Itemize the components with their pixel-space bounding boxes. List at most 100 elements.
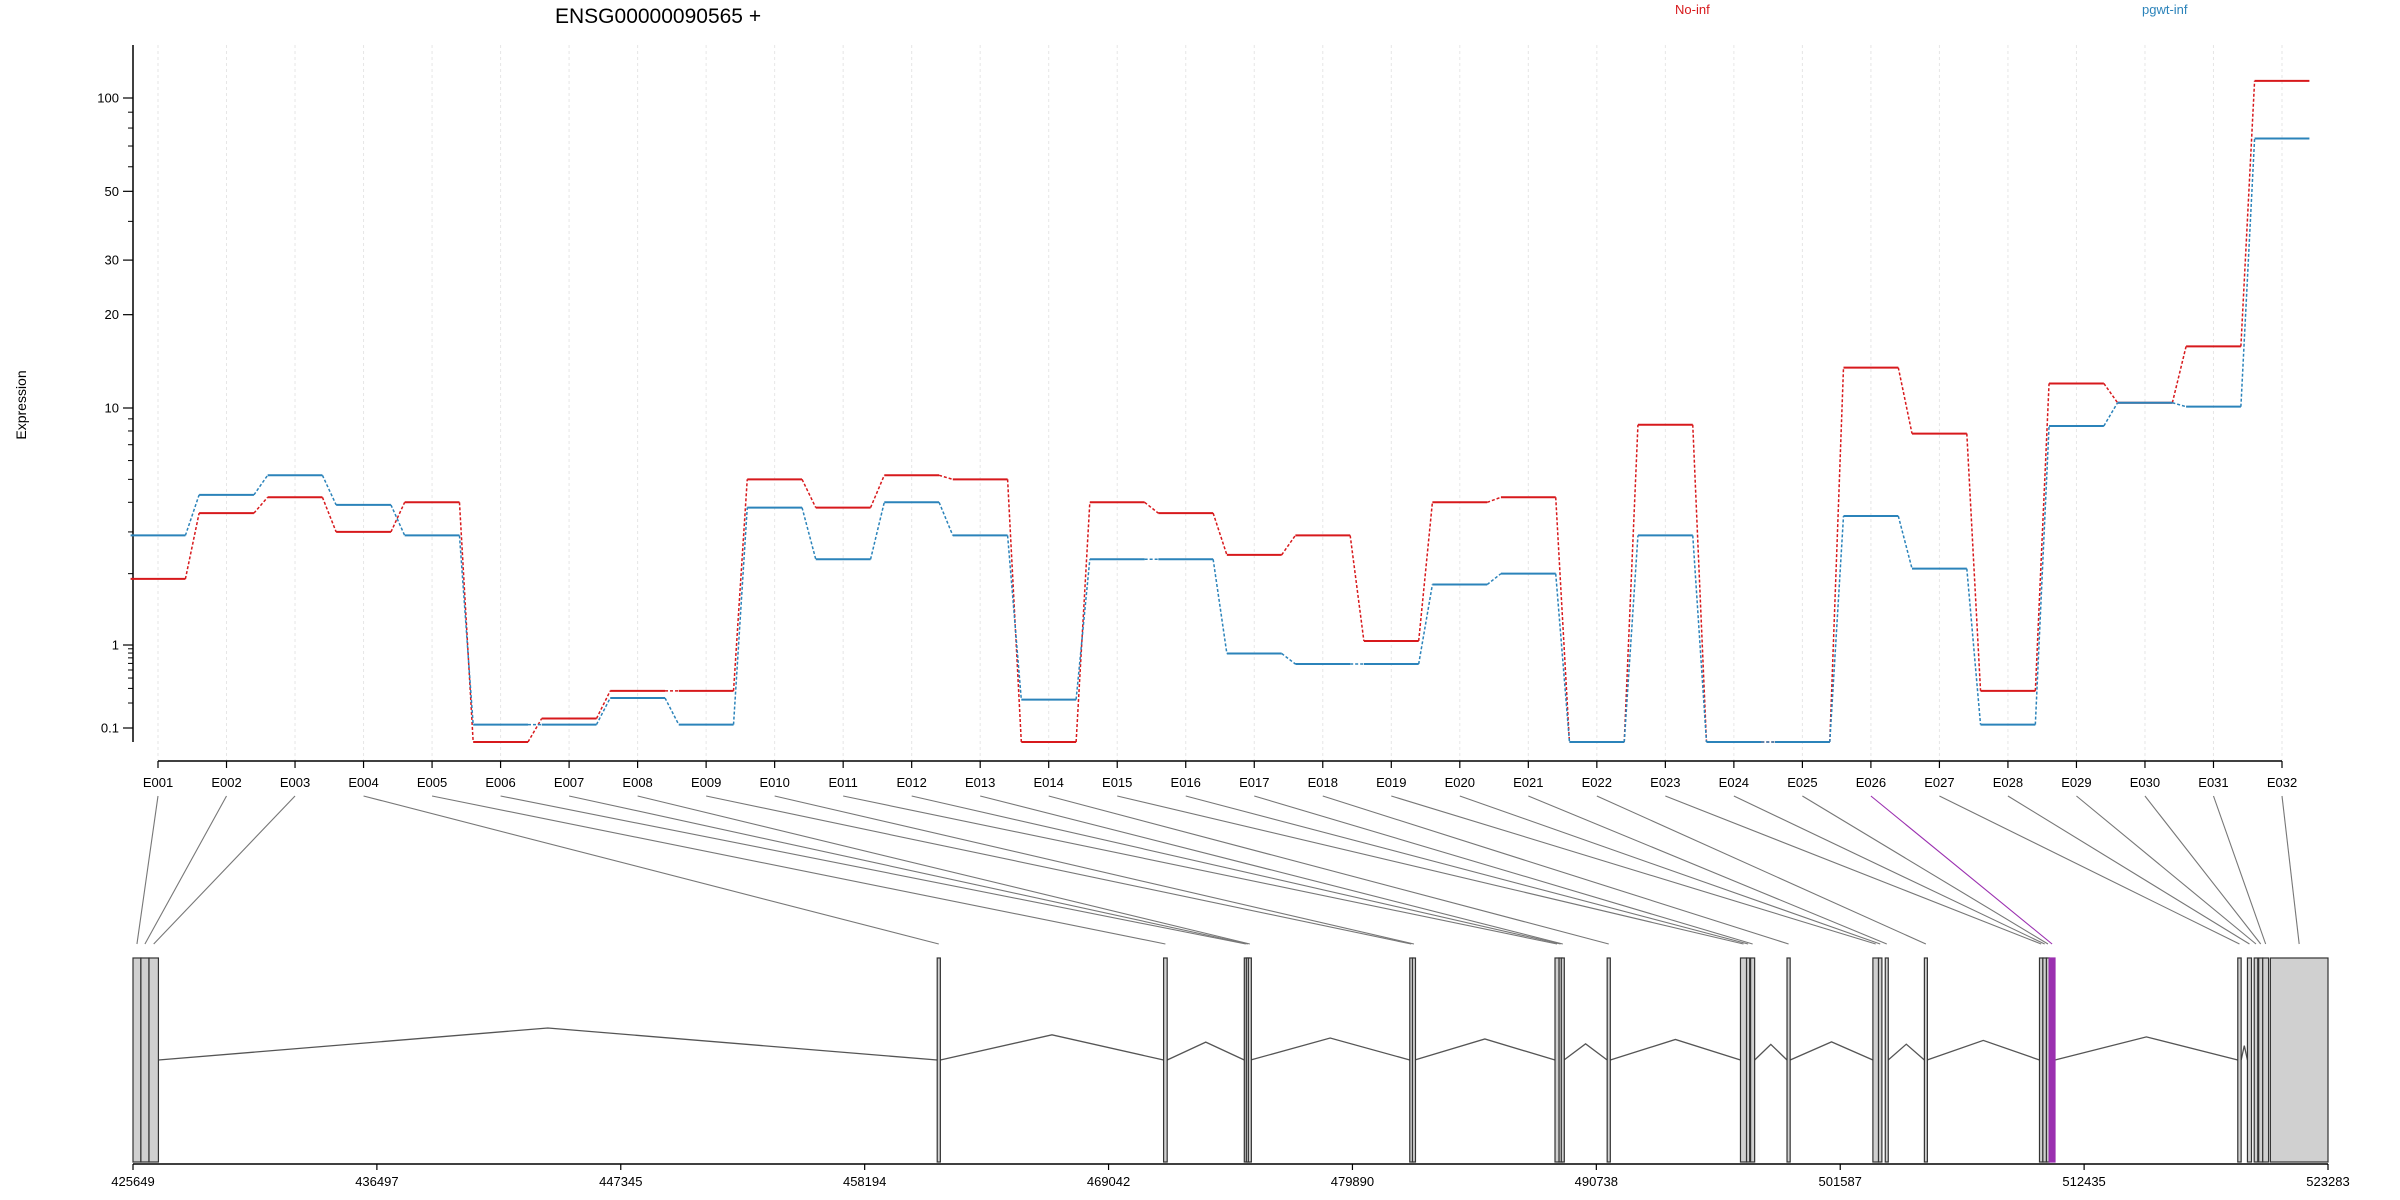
series-connector <box>732 479 748 691</box>
series-connector <box>1212 559 1228 654</box>
series-connector <box>595 690 611 719</box>
series-connector <box>1281 534 1296 556</box>
x-tick-label-e010: E010 <box>759 775 789 790</box>
y-tick-label: 30 <box>105 253 119 268</box>
x-tick-label-e017: E017 <box>1239 775 1269 790</box>
intron <box>2054 1036 2238 1061</box>
exon-box-e020 <box>1877 957 1883 1163</box>
intron <box>158 1027 938 1061</box>
y-tick-label: 1 <box>112 638 119 653</box>
series-connector <box>1349 535 1365 642</box>
connector-e022 <box>1596 795 1927 945</box>
coord-tick-label: 512435 <box>2062 1174 2105 1189</box>
y-tick-label: 50 <box>105 184 119 199</box>
exon-box-e022 <box>1923 957 1928 1163</box>
series-connector <box>1966 433 1982 691</box>
series-connector <box>253 496 269 514</box>
x-tick-label-e002: E002 <box>211 775 241 790</box>
connector-e016 <box>1185 795 1749 945</box>
series-connector <box>2240 138 2256 407</box>
x-tick-label-e005: E005 <box>417 775 447 790</box>
legend-pgwt-inf: pgwt-inf <box>2142 2 2188 17</box>
x-tick-label-e006: E006 <box>485 775 515 790</box>
x-tick-label-e019: E019 <box>1376 775 1406 790</box>
series-connector <box>390 501 406 533</box>
series-connector <box>1623 535 1639 743</box>
y-tick-label: 20 <box>105 307 119 322</box>
exon-box-e027 <box>2237 957 2242 1163</box>
connector-e030 <box>2144 795 2262 945</box>
series-connector <box>1212 512 1228 556</box>
x-axis: E001 E002 E003 E004 E005 E006 E007 E008 E009 E010… <box>143 760 2297 790</box>
genomic-coordinate-axis: 425649 436497 447345 458194 469042 479890 4907… <box>111 1163 2350 1189</box>
connector-e010 <box>774 795 1415 945</box>
x-tick-label-e014: E014 <box>1034 775 1064 790</box>
x-tick-label-e025: E025 <box>1787 775 1817 790</box>
series-connector <box>1829 367 1845 743</box>
series-connector <box>2034 425 2050 725</box>
connector-e014 <box>1048 795 1609 945</box>
connector-e031 <box>2212 795 2267 945</box>
series-connector <box>390 504 406 536</box>
coord-tick-label: 523283 <box>2306 1174 2349 1189</box>
x-tick-label-e022: E022 <box>1582 775 1612 790</box>
series-connector <box>2034 383 2050 691</box>
connector-e007 <box>568 795 1248 945</box>
exon-box-e002 <box>140 957 150 1163</box>
series-connector <box>732 507 748 725</box>
series-connector <box>527 718 543 743</box>
exon-box-e018 <box>1786 957 1791 1163</box>
exon-connector-lines <box>136 795 2300 945</box>
coord-tick-label: 469042 <box>1087 1174 1130 1189</box>
connector-e032 <box>2281 795 2300 945</box>
x-tick-label-e024: E024 <box>1719 775 1749 790</box>
intron <box>1926 1039 2040 1061</box>
exon-box-e016 <box>1745 957 1751 1163</box>
series-connector <box>2103 383 2119 404</box>
series-connector <box>1829 516 1845 743</box>
exon-box-e026 <box>2048 957 2056 1163</box>
exon-box-e015 <box>1739 957 1748 1163</box>
exon-box-e001 <box>132 957 142 1163</box>
series-lines <box>130 79 2310 743</box>
exon-box-e029 <box>2253 957 2259 1163</box>
series-connector <box>1486 496 1502 504</box>
connector-e018 <box>1322 795 1789 945</box>
series-connector <box>184 494 200 536</box>
coord-tick-label: 479890 <box>1331 1174 1374 1189</box>
exon-box-e028 <box>2246 957 2253 1163</box>
y-tick-label: 100 <box>97 91 119 106</box>
connector-e028 <box>2007 795 2250 945</box>
connector-e009 <box>706 795 1412 945</box>
series-connector <box>1417 502 1434 642</box>
series-connector <box>801 479 817 508</box>
x-tick-label-e004: E004 <box>348 775 378 790</box>
intron <box>1789 1041 1874 1061</box>
gene-model <box>132 957 2329 1163</box>
series-connector <box>664 697 680 725</box>
x-tick-label-e001: E001 <box>143 775 173 790</box>
exon-box-e011 <box>1554 957 1560 1163</box>
series-connector <box>869 475 885 508</box>
x-tick-label-e013: E013 <box>965 775 995 790</box>
grid-lines <box>157 45 2283 760</box>
connector-e023 <box>1665 795 2042 945</box>
exon-box-e031 <box>2262 957 2270 1163</box>
x-tick-label-e027: E027 <box>1924 775 1954 790</box>
series-connector <box>938 502 954 536</box>
connector-e017 <box>1254 795 1753 945</box>
exon-box-e003 <box>148 957 160 1163</box>
series-connector <box>2103 402 2119 427</box>
x-tick-label-e021: E021 <box>1513 775 1543 790</box>
connector-e001 <box>136 795 159 945</box>
series-connector <box>1554 497 1571 743</box>
x-tick-label-e015: E015 <box>1102 775 1132 790</box>
connector-e026 <box>1870 795 2053 945</box>
series-no-inf <box>130 79 2310 743</box>
coord-tick-label: 425649 <box>111 1174 154 1189</box>
connector-e029 <box>2076 795 2257 945</box>
legend-no-inf: No-inf <box>1675 2 1710 17</box>
connector-e011 <box>843 795 1558 945</box>
series-connector <box>458 535 474 725</box>
